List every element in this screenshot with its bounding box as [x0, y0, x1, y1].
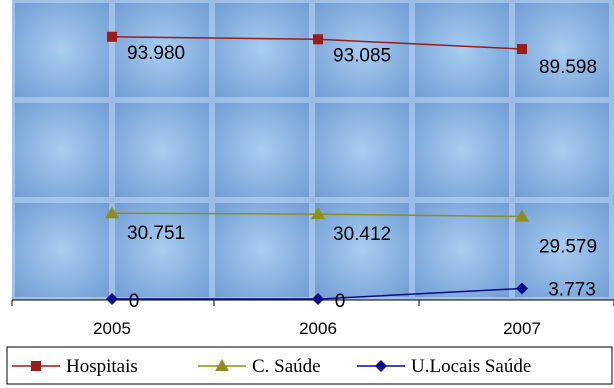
- data-point: [516, 282, 528, 295]
- series-markers: [105, 31, 529, 305]
- legend-label: Hospitais: [66, 356, 138, 377]
- x-axis-ticks: [11, 300, 614, 306]
- legend-box: [6, 346, 613, 385]
- data-point: [515, 209, 529, 222]
- data-label: 3.773: [548, 279, 596, 300]
- data-label: 0: [335, 291, 346, 312]
- legend-marker: [31, 361, 41, 371]
- data-label: 0: [129, 291, 140, 312]
- legend-items: Hospitais C. Saúde U.Locais Saúde: [12, 356, 531, 377]
- data-label: 93.085: [333, 45, 391, 66]
- data-label: 30.751: [127, 223, 185, 244]
- x-axis-labels: 2005 2006 2007: [93, 319, 541, 338]
- x-tick-label: 2007: [503, 319, 541, 338]
- legend: Hospitais C. Saúde U.Locais Saúde: [6, 346, 613, 385]
- data-label: 29.579: [539, 236, 597, 257]
- data-label: 30.412: [333, 224, 391, 245]
- data-labels: 93.980 93.085 89.598 30.751 30.412 29.579 0 0 3.…: [127, 43, 597, 312]
- data-label: 93.980: [127, 43, 185, 64]
- data-point: [311, 207, 325, 220]
- x-tick-label: 2006: [299, 319, 337, 338]
- data-point: [107, 31, 117, 42]
- data-point: [106, 293, 118, 305]
- x-tick-label: 2005: [93, 319, 131, 338]
- data-point: [313, 34, 323, 45]
- plot-area: [12, 0, 614, 300]
- legend-label: C. Saúde: [252, 356, 321, 377]
- legend-label: U.Locais Saúde: [411, 356, 531, 377]
- data-point: [517, 44, 527, 55]
- legend-marker: [375, 360, 387, 372]
- data-point: [312, 293, 324, 305]
- data-label: 89.598: [539, 57, 597, 78]
- legend-marker: [215, 359, 229, 371]
- data-point: [105, 206, 119, 219]
